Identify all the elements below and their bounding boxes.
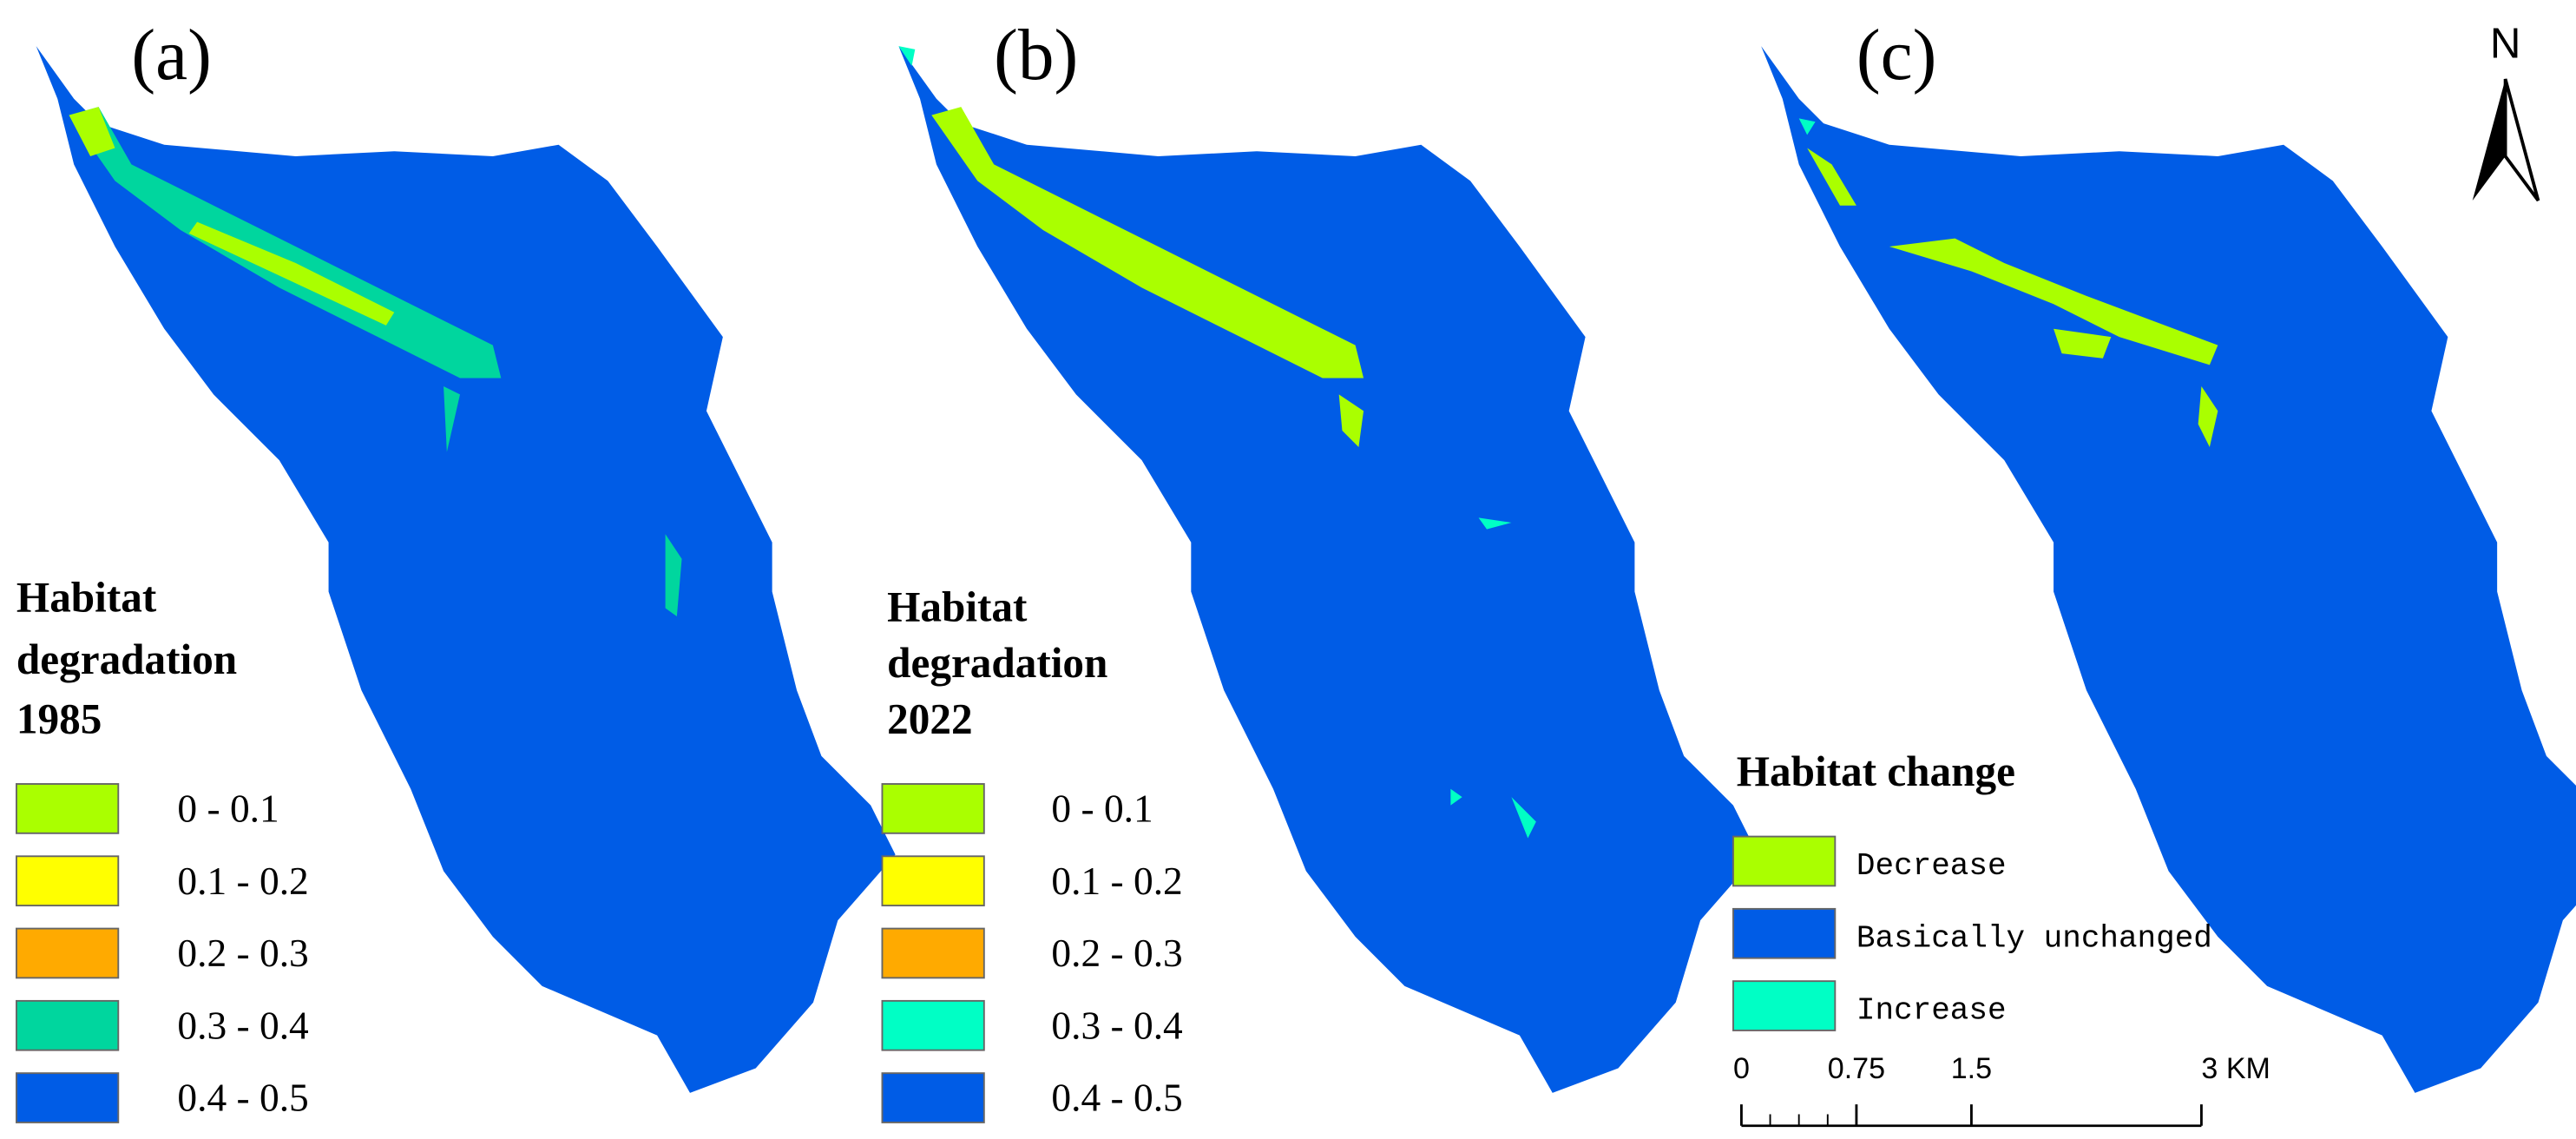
scale-label: 0.75 (1828, 1052, 1885, 1085)
degradation-zone (1338, 394, 1364, 447)
legend-swatch (881, 855, 985, 907)
legend-swatch (881, 1072, 985, 1123)
legend-label: Basically unchanged (1856, 920, 2212, 956)
legend-title: Habitat change (1737, 747, 2015, 795)
legend-label: 0.2 - 0.3 (1051, 932, 1182, 975)
north-label: N (2490, 19, 2521, 67)
legend-label: Increase (1856, 993, 2007, 1029)
legend-label: 0.1 - 0.2 (1051, 859, 1182, 903)
degradation-zone (69, 107, 502, 379)
legend-label: 0.2 - 0.3 (177, 932, 308, 975)
legend-swatch (1732, 980, 1837, 1031)
legend-label: Decrease (1856, 848, 2007, 884)
panel-label: (a) (131, 16, 211, 95)
scale-bar: 0 0.75 1.5 3 KM (1733, 1052, 2270, 1128)
legend-label: 0.3 - 0.4 (1051, 1004, 1182, 1047)
change-zone (1798, 118, 1816, 135)
legend-swatch (15, 1072, 120, 1123)
legend-swatch (1732, 835, 1837, 887)
legend-label: 0.4 - 0.5 (177, 1076, 308, 1120)
north-arrow: N (2472, 19, 2540, 202)
legend-label: 0.1 - 0.2 (177, 859, 308, 903)
legend-title: 1985 (16, 695, 102, 742)
legend-label: 0 - 0.1 (177, 787, 279, 831)
panel-b: (b) (898, 16, 1758, 1093)
legend-swatch (881, 999, 985, 1051)
degradation-zone (69, 107, 395, 326)
legend-label: 0 - 0.1 (1051, 787, 1153, 831)
legend-title: Habitat (887, 583, 1028, 631)
scale-label: 1.5 (1951, 1052, 1992, 1085)
scale-label: 0 (1733, 1052, 1750, 1085)
legend-swatch (881, 783, 985, 834)
arrow-half (2503, 78, 2540, 202)
legend-swatch (881, 927, 985, 979)
legend-swatch (15, 927, 120, 979)
scale-label: 3 KM (2201, 1052, 2270, 1085)
legend: Habitat degradation 1985 0 - 0.1 0.1 - 0.2 0.… (15, 573, 309, 1123)
legend-swatch (15, 999, 120, 1051)
legend-swatch (15, 855, 120, 907)
panel-label: (c) (1856, 16, 1936, 95)
arrow-half (2472, 78, 2506, 201)
legend-swatch (15, 783, 120, 834)
legend-title: 2022 (887, 695, 972, 742)
legend-swatch (1732, 907, 1837, 959)
legend: Habitat degradation 2022 0 - 0.1 0.1 - 0.2 0.… (881, 583, 1183, 1123)
legend-label: 0.4 - 0.5 (1051, 1076, 1182, 1120)
legend: Habitat change Decrease Basically unchange… (1732, 747, 2212, 1031)
legend-title: degradation (887, 639, 1107, 687)
legend-title: degradation (16, 635, 237, 683)
panel-label: (b) (994, 16, 1078, 95)
panel-c: (c) (1761, 16, 2576, 1093)
panel-a: (a) (36, 16, 896, 1093)
legend-title: Habitat (16, 573, 157, 621)
degradation-zone (931, 107, 1364, 379)
legend-label: 0.3 - 0.4 (177, 1004, 308, 1047)
